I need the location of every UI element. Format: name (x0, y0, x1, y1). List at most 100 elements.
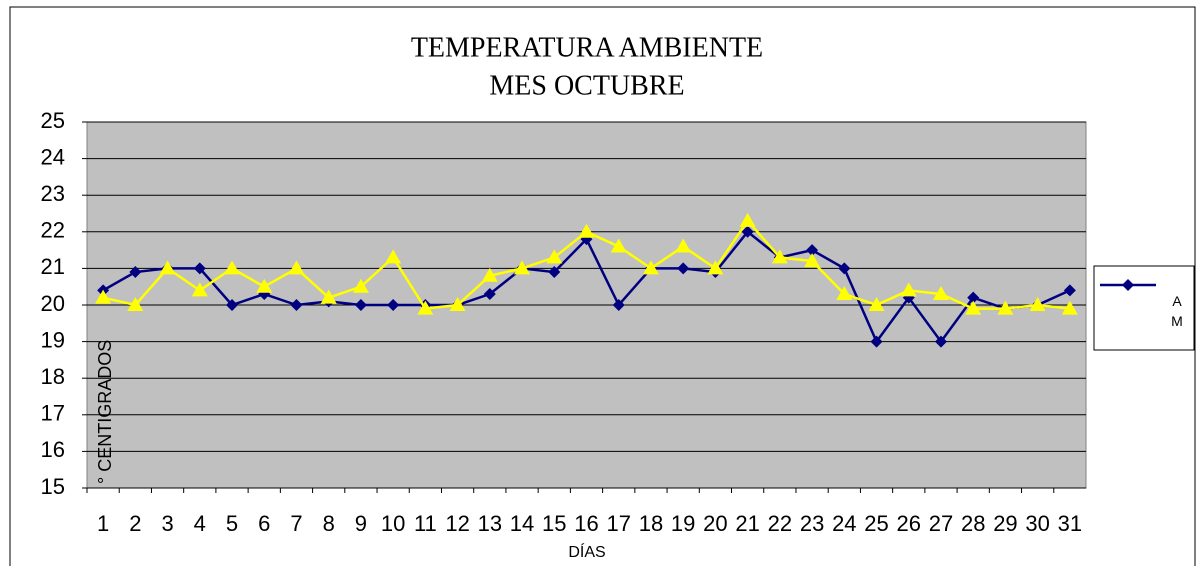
y-tick-label: 20 (41, 291, 65, 316)
y-tick-label: 24 (41, 144, 65, 169)
x-tick-label: 5 (226, 511, 238, 536)
chart-subtitle: MES OCTUBRE (489, 70, 684, 101)
point (932, 286, 949, 301)
x-tick-label: 24 (832, 511, 856, 536)
point (806, 244, 819, 257)
y-tick-label: 21 (41, 254, 65, 279)
point (838, 262, 851, 275)
point (548, 266, 561, 279)
point (934, 335, 947, 348)
x-tick-label: 18 (639, 511, 663, 536)
legend-label: A M (1171, 293, 1183, 329)
point (1122, 279, 1134, 291)
legend (1093, 265, 1195, 351)
point (483, 288, 496, 301)
x-tick-label: 9 (355, 511, 367, 536)
point (965, 300, 982, 315)
point (417, 300, 434, 315)
point (741, 225, 754, 238)
x-tick-label: 29 (993, 511, 1017, 536)
x-tick-label: 25 (864, 511, 888, 536)
point (256, 278, 273, 293)
x-tick-label: 27 (929, 511, 953, 536)
point (1063, 284, 1076, 297)
y-tick-label: 16 (41, 437, 65, 462)
x-tick-label: 13 (478, 511, 502, 536)
point (578, 223, 595, 238)
y-tick-label: 18 (41, 364, 65, 389)
chart-title: TEMPERATURA AMBIENTE (411, 32, 763, 63)
point (612, 299, 625, 311)
y-tick-label: 22 (41, 218, 65, 243)
x-tick-label: 15 (542, 511, 566, 536)
point (514, 260, 531, 275)
y-tick-label: 25 (41, 108, 65, 133)
y-tick-label: 15 (41, 474, 65, 499)
x-tick-label: 11 (414, 511, 437, 536)
x-tick-label: 31 (1058, 511, 1082, 536)
point (290, 299, 303, 311)
x-tick-label: 12 (445, 511, 469, 536)
y-axis-label: ° CENTIGRADOS (95, 340, 115, 484)
x-tick-label: 23 (800, 511, 824, 536)
point (870, 335, 883, 348)
point (836, 286, 853, 301)
point (191, 282, 208, 297)
point (610, 238, 627, 253)
point (354, 299, 367, 311)
x-tick-label: 8 (323, 511, 335, 536)
x-tick-label: 26 (897, 511, 921, 536)
point (159, 260, 176, 275)
point (449, 297, 466, 311)
x-tick-label: 17 (606, 511, 630, 536)
x-axis-label: DÍAS (568, 542, 605, 561)
point (546, 249, 563, 264)
point (288, 260, 305, 275)
x-tick-label: 21 (735, 511, 759, 536)
point (675, 238, 692, 253)
x-tick-label: 6 (258, 511, 270, 536)
point (1061, 300, 1078, 315)
x-tick-label: 30 (1025, 511, 1049, 536)
point (967, 291, 980, 304)
x-tick-label: 7 (290, 511, 302, 536)
x-tick-label: 20 (703, 511, 727, 536)
legend-label-box: A M (1171, 293, 1183, 329)
point (997, 300, 1014, 315)
x-tick-label: 1 (97, 511, 109, 536)
plot (87, 121, 1086, 489)
x-tick-label: 19 (671, 511, 695, 536)
x-tick-label: 22 (768, 511, 792, 536)
point (127, 297, 144, 311)
point (320, 289, 337, 304)
x-tick-label: 28 (961, 511, 985, 536)
x-tick-label: 4 (194, 511, 206, 536)
x-tick-label: 2 (129, 511, 141, 536)
y-tick-label: 19 (41, 327, 65, 352)
x-tick-label: 3 (161, 511, 173, 536)
point (642, 260, 659, 275)
x-tick-label: 10 (381, 511, 405, 536)
point (1029, 297, 1046, 311)
point (707, 260, 724, 275)
point (868, 297, 885, 311)
point (677, 262, 690, 275)
point (95, 289, 112, 304)
point (224, 260, 241, 275)
point (804, 253, 821, 268)
point (900, 282, 917, 297)
point (481, 267, 498, 282)
point (385, 249, 402, 264)
y-tick-label: 23 (41, 181, 65, 206)
point (771, 249, 788, 264)
x-tick-label: 14 (510, 511, 534, 536)
point (226, 299, 239, 311)
y-tick-label: 17 (41, 401, 65, 426)
point (352, 278, 369, 293)
point (387, 299, 400, 311)
point (193, 262, 206, 275)
point (739, 212, 756, 227)
point (129, 266, 142, 279)
x-tick-label: 16 (574, 511, 598, 536)
